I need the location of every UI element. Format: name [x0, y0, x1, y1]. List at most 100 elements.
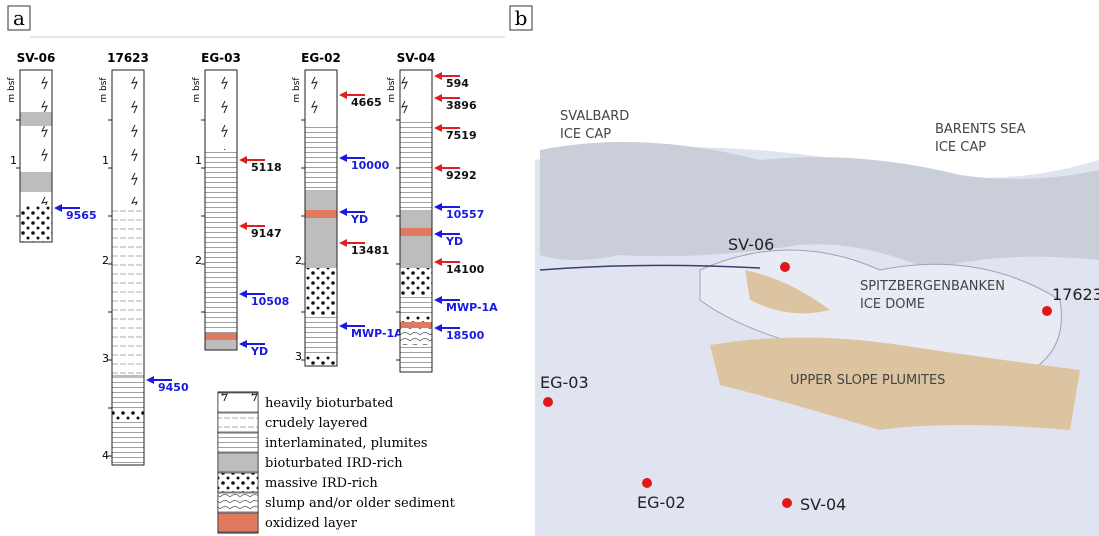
core-segment — [305, 210, 337, 218]
core-segment — [112, 375, 144, 378]
depth-unit: m bsf — [7, 77, 17, 103]
region-label: SPITZBERGENBANKEN — [860, 279, 1005, 294]
arrow-head — [434, 230, 442, 238]
age-label: 9565 — [66, 209, 97, 222]
core-segment — [400, 322, 432, 328]
core-name: EG-02 — [301, 51, 341, 65]
legend-text: slump and/or older sediment — [265, 496, 456, 511]
region-label: ICE CAP — [560, 127, 611, 142]
legend-text: crudely layered — [265, 416, 368, 431]
age-label: 10000 — [351, 159, 390, 172]
site-label: 17623 — [1052, 285, 1099, 304]
region-label: SVALBARD — [560, 109, 629, 124]
arrow-head — [434, 324, 442, 332]
core-name: SV-06 — [17, 51, 56, 65]
arrow-head — [146, 376, 154, 384]
arrow-head — [434, 258, 442, 266]
site-dot — [1042, 306, 1052, 316]
panel-label: b — [515, 6, 528, 30]
site-dot — [642, 478, 652, 488]
legend-text: interlaminated, plumites — [265, 436, 428, 451]
core-segment — [305, 315, 337, 355]
core-segment — [205, 340, 237, 350]
core-segment — [305, 190, 337, 210]
depth-unit: m bsf — [192, 77, 202, 103]
arrow-head — [434, 164, 442, 172]
core-segment — [400, 70, 432, 122]
depth-label: 1 — [195, 154, 202, 167]
core-segment — [400, 345, 432, 372]
legend-text: oxidized layer — [265, 516, 358, 531]
legend-text: bioturbated IRD-rich — [265, 456, 403, 471]
age-label: 9147 — [251, 227, 282, 240]
core-segment — [305, 355, 337, 366]
arrow-head — [239, 222, 247, 230]
arrow-head — [239, 290, 247, 298]
core-name: EG-03 — [201, 51, 241, 65]
age-label: 10557 — [446, 208, 484, 221]
core-segment — [400, 122, 432, 210]
legend-text: heavily bioturbated — [265, 396, 393, 411]
depth-unit: m bsf — [99, 77, 109, 103]
age-label: 4665 — [351, 96, 382, 109]
core-name: SV-04 — [397, 51, 436, 65]
site-label: EG-03 — [540, 373, 589, 392]
panel-a: a SV-06m bsf1956517623m bsf12349450EG-03… — [7, 6, 505, 533]
core-segment — [305, 218, 337, 268]
depth-label: 2 — [295, 254, 302, 267]
arrow-head — [239, 156, 247, 164]
core-segment — [20, 205, 52, 242]
depth-unit: m bsf — [387, 77, 397, 103]
legend-swatch — [218, 493, 258, 512]
depth-label: 1 — [102, 154, 109, 167]
legend-swatch — [218, 413, 258, 432]
core-segment — [205, 150, 237, 333]
core-segment — [400, 328, 432, 345]
core-segment — [20, 192, 52, 205]
legend-swatch — [218, 453, 258, 472]
core-segment — [205, 70, 237, 150]
legend-swatch — [218, 513, 258, 532]
legend-swatch — [218, 433, 258, 452]
site-dot — [780, 262, 790, 272]
core-segment — [112, 70, 144, 205]
age-label: 9292 — [446, 169, 477, 182]
site-dot — [543, 397, 553, 407]
age-label: 3896 — [446, 99, 477, 112]
core-name: 17623 — [107, 51, 149, 65]
core-segment — [400, 210, 432, 228]
depth-label: 3 — [102, 352, 109, 365]
core-segment — [20, 126, 52, 172]
depth-label: 3 — [295, 350, 302, 363]
core-segment — [20, 112, 52, 126]
core-segment — [400, 236, 432, 268]
core-segment — [20, 172, 52, 192]
age-label: 594 — [446, 77, 469, 90]
region-label: UPPER SLOPE PLUMITES — [790, 373, 945, 388]
depth-label: 2 — [102, 254, 109, 267]
region-label: BARENTS SEA — [935, 122, 1026, 137]
arrow-head — [434, 124, 442, 132]
site-label: SV-04 — [800, 495, 846, 514]
age-label: MWP-1A — [351, 327, 403, 340]
site-label: EG-02 — [637, 493, 686, 512]
core-segment — [112, 205, 144, 375]
depth-label: 4 — [102, 449, 109, 462]
core-segment — [400, 268, 432, 296]
age-label: 10508 — [251, 295, 289, 308]
arrow-head — [239, 340, 247, 348]
arrow-head — [54, 204, 62, 212]
core-segment — [305, 125, 337, 190]
arrow-head — [434, 72, 442, 80]
arrow-head — [434, 203, 442, 211]
arrow-head — [339, 208, 347, 216]
arrow-head — [434, 94, 442, 102]
core-segment — [112, 420, 144, 465]
legend-swatch — [218, 393, 258, 412]
age-label: YD — [350, 213, 368, 226]
site-dot — [782, 498, 792, 508]
region-label: ICE CAP — [935, 140, 986, 155]
figure: a SV-06m bsf1956517623m bsf12349450EG-03… — [0, 0, 1099, 536]
age-label: YD — [445, 235, 463, 248]
arrow-head — [339, 239, 347, 247]
